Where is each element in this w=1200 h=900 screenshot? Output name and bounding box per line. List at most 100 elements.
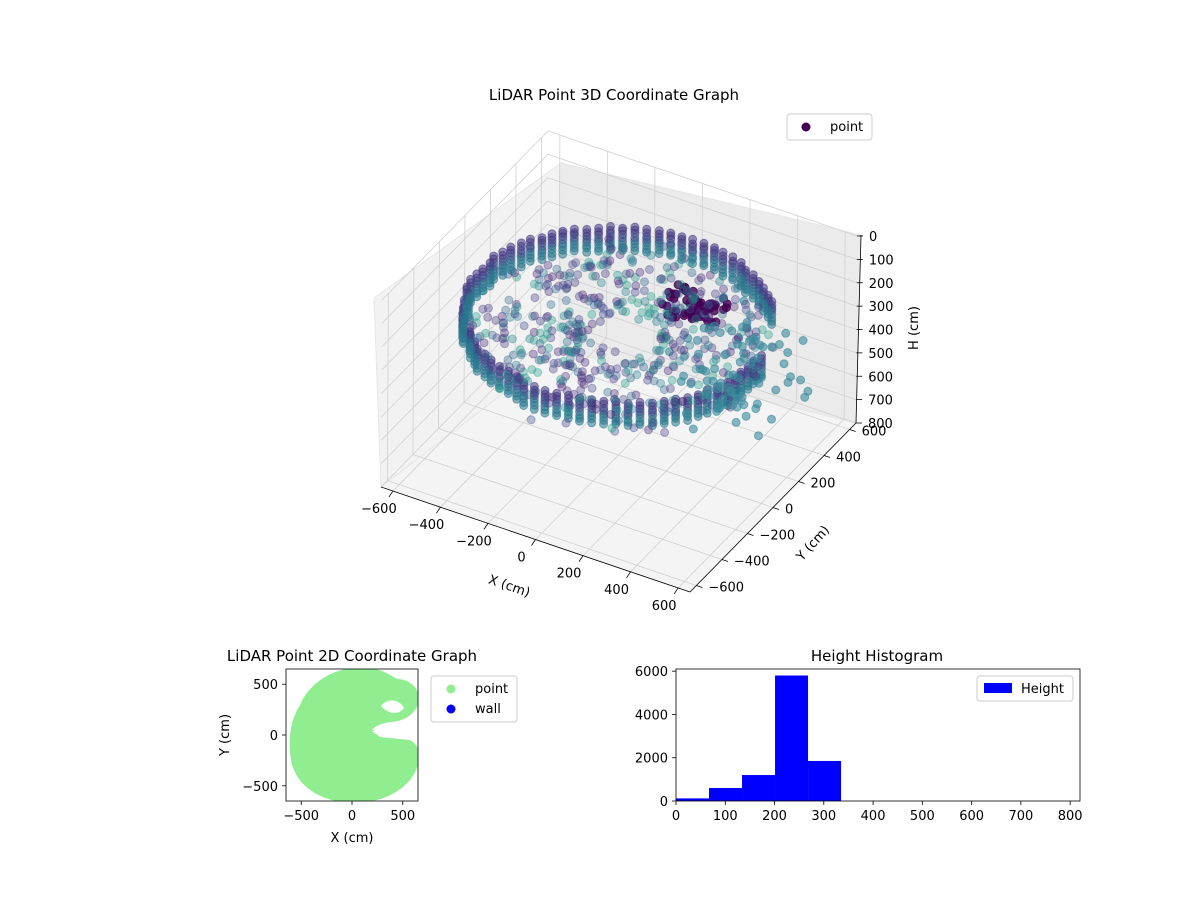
point-3d [492, 333, 502, 343]
point-3d [565, 268, 575, 278]
point-3d [501, 305, 511, 315]
point-3d [632, 370, 642, 380]
point-3d [645, 368, 655, 378]
point-3d [781, 328, 791, 338]
point-3d [515, 345, 525, 355]
point-3d [576, 347, 586, 357]
point-3d [504, 362, 514, 372]
point-3d [483, 303, 493, 313]
point-3d [479, 338, 489, 348]
point-3d [591, 271, 600, 281]
point-3d [783, 377, 793, 387]
point-3d [566, 347, 576, 357]
legend-2d-label-point: point [475, 682, 508, 697]
point-3d [584, 257, 594, 267]
point-3d [630, 272, 640, 282]
point-3d [530, 293, 540, 303]
point-3d [611, 419, 621, 429]
point-3d [499, 362, 508, 372]
point-3d [574, 314, 584, 324]
point-3d [639, 286, 649, 296]
point-3d [657, 328, 667, 338]
point-3d [618, 275, 628, 285]
point-3d [676, 345, 686, 355]
point-3d [587, 399, 597, 409]
point-3d [658, 405, 668, 415]
point-3d [519, 401, 529, 410]
point-3d [653, 297, 663, 307]
point-3d [721, 303, 731, 313]
point-3d [543, 260, 553, 270]
point-3d [659, 385, 669, 395]
point-3d [519, 321, 529, 331]
point-3d [663, 407, 673, 416]
point-3d [666, 403, 676, 413]
point-3d [504, 295, 514, 305]
point-3d [528, 349, 538, 359]
point-3d [590, 366, 600, 376]
point-3d [656, 295, 666, 305]
point-3d [664, 315, 674, 325]
point-3d [754, 378, 764, 388]
point-3d [614, 416, 623, 426]
point-3d [459, 319, 469, 328]
point-3d [688, 259, 697, 269]
point-3d [471, 312, 481, 321]
point-3d [639, 362, 649, 372]
point-3d [599, 303, 608, 313]
point-3d [648, 364, 658, 374]
x-axis-label-3d: X (cm) [486, 573, 532, 601]
point-3d [577, 373, 587, 383]
y-axis-label-2d: Y (cm) [218, 714, 233, 757]
point-3d [500, 339, 510, 349]
point-3d [613, 276, 623, 286]
point-3d [519, 367, 528, 377]
point-3d [546, 333, 556, 343]
point-3d [700, 344, 710, 354]
point-3d [563, 309, 573, 319]
point-3d [588, 271, 598, 281]
z-tick-label-3d: 400 [869, 324, 894, 339]
point-3d [629, 359, 639, 369]
point-3d [499, 323, 508, 332]
point-3d [580, 357, 590, 367]
point-3d [534, 275, 544, 285]
point-3d [517, 348, 527, 358]
point-3d [652, 345, 661, 355]
point-3d [563, 279, 573, 289]
point-3d [649, 304, 659, 314]
point-3d [718, 368, 728, 377]
point-3d [702, 376, 712, 386]
point-3d [498, 334, 508, 344]
z-tick-label-3d: 800 [868, 417, 893, 432]
point-3d [633, 298, 643, 308]
point-3d [552, 264, 562, 274]
point-3d [543, 279, 552, 289]
point-3d [698, 406, 708, 416]
point-3d [565, 346, 575, 356]
point-3d [626, 391, 636, 401]
point-3d [670, 304, 680, 314]
point-3d [741, 305, 751, 315]
point-3d [562, 337, 572, 347]
point-3d [562, 283, 572, 293]
point-3d [662, 289, 672, 299]
point-3d [531, 386, 541, 396]
point-3d [643, 311, 653, 321]
point-3d [579, 399, 589, 409]
point-3d [529, 404, 539, 414]
point-3d [661, 333, 671, 343]
point-3d [591, 399, 601, 409]
point-3d [718, 271, 728, 281]
point-3d [647, 421, 657, 431]
x-tick-label-2d: 0 [348, 809, 356, 824]
point-3d [470, 360, 480, 370]
point-3d [571, 345, 581, 355]
point-3d [771, 385, 781, 395]
point-3d [702, 408, 712, 418]
point-3d [704, 384, 714, 394]
point-3d [543, 323, 553, 333]
point-3d [753, 353, 763, 363]
point-3d [674, 289, 683, 299]
x-tick-label-hist: 200 [762, 809, 787, 824]
